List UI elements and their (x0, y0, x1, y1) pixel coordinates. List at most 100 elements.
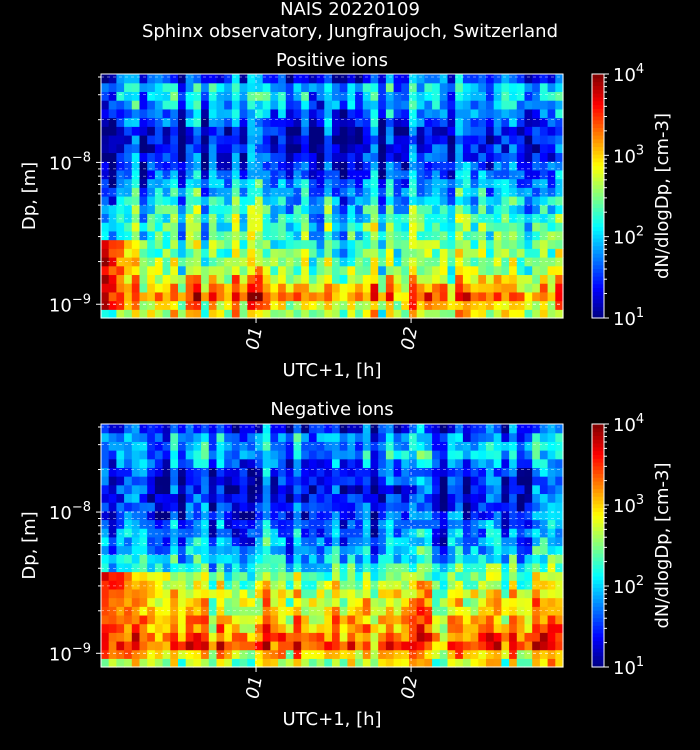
heatmap-cell (247, 91, 256, 101)
heatmap-cell (470, 467, 479, 477)
heatmap-cell (131, 424, 141, 434)
heatmap-cell (293, 213, 302, 223)
heatmap-cell (493, 614, 502, 625)
heatmap-cell (255, 169, 264, 180)
heatmap-cell (447, 580, 456, 590)
heatmap-cell (409, 441, 418, 451)
heatmap-cell (555, 178, 564, 188)
heatmap-cell (547, 222, 556, 232)
heatmap-cell (416, 91, 425, 101)
heatmap-cell (478, 248, 487, 258)
heatmap-cell (370, 649, 379, 659)
heatmap-cell (154, 100, 164, 110)
heatmap-cell (301, 640, 310, 651)
heatmap-cell (185, 562, 194, 573)
heatmap-cell (324, 108, 333, 119)
heatmap-cell (462, 528, 472, 538)
heatmap-cell (516, 300, 526, 310)
heatmap-cell (116, 187, 125, 197)
heatmap-cell (308, 554, 318, 564)
heatmap-cell (455, 265, 464, 276)
heatmap-cell (101, 135, 110, 145)
colorbar-segment (592, 85, 604, 90)
heatmap-cell (547, 432, 556, 442)
heatmap-cell (154, 545, 164, 555)
heatmap-cell (424, 588, 433, 599)
heatmap-cell (401, 117, 410, 127)
heatmap-cell (255, 640, 264, 651)
heatmap-cell (339, 91, 348, 101)
heatmap-cell (393, 476, 402, 486)
heatmap-cell (255, 554, 264, 564)
heatmap-cell (224, 178, 233, 188)
heatmap-cell (432, 117, 441, 127)
heatmap-cell (101, 536, 110, 547)
plot-frame (100, 423, 564, 668)
heatmap-cell (432, 108, 441, 119)
heatmap-cell (455, 441, 464, 451)
heatmap-cell (516, 519, 526, 529)
heatmap-cell (216, 484, 225, 495)
heatmap-cell (432, 257, 441, 267)
heatmap-cell (162, 74, 171, 84)
heatmap-cell (501, 126, 510, 136)
heatmap-cell (493, 91, 502, 101)
colorbar-segment (592, 534, 604, 539)
heatmap-cell (116, 580, 125, 590)
heatmap-cell (293, 248, 302, 258)
heatmap-cell (255, 283, 264, 293)
heatmap-cell (501, 283, 510, 293)
heatmap-cell (416, 467, 425, 477)
heatmap-cell (486, 632, 495, 642)
heatmap-cell (432, 528, 441, 538)
heatmap-cell (432, 265, 441, 276)
colorbar-tick-label: 104 (613, 62, 644, 86)
heatmap-cell (432, 484, 441, 495)
heatmap-cell (509, 300, 518, 310)
colorbar-segment (592, 629, 604, 634)
heatmap-cell (124, 554, 133, 564)
heatmap-cell (231, 257, 241, 267)
heatmap-cell (362, 588, 372, 599)
heatmap-cell (385, 309, 395, 319)
heatmap-cell (347, 554, 356, 564)
heatmap-cell (116, 108, 125, 119)
heatmap-cell (208, 265, 218, 276)
heatmap-cell (178, 265, 187, 276)
heatmap-cell (316, 562, 325, 573)
heatmap-cell (416, 196, 425, 206)
heatmap-cell (370, 152, 379, 162)
heatmap-cell (470, 493, 479, 503)
heatmap-cell (409, 432, 418, 442)
heatmap-cell (247, 536, 256, 547)
heatmap-cell (185, 248, 194, 258)
heatmap-cell (108, 309, 117, 319)
heatmap-cell (201, 187, 210, 197)
heatmap-cell (524, 580, 533, 590)
heatmap-cell (409, 283, 418, 293)
heatmap-cell (501, 441, 510, 451)
heatmap-cell (170, 536, 179, 547)
heatmap-cell (355, 536, 364, 547)
heatmap-cell (262, 545, 271, 555)
heatmap-cell (124, 597, 133, 607)
heatmap-cell (409, 248, 418, 258)
heatmap-cell (370, 196, 379, 206)
heatmap-cell (486, 204, 495, 215)
heatmap-cell (308, 658, 318, 668)
heatmap-cell (347, 571, 356, 581)
heatmap-cell (555, 230, 564, 241)
heatmap-cell (447, 493, 456, 503)
heatmap-cell (108, 484, 117, 495)
heatmap-cell (147, 432, 156, 442)
heatmap-cell (178, 536, 187, 547)
heatmap-cell (239, 283, 248, 293)
heatmap-cell (339, 283, 348, 293)
heatmap-cell (139, 91, 148, 101)
heatmap-cell (516, 450, 526, 460)
heatmap-cell (455, 300, 464, 310)
heatmap-cell (224, 204, 233, 215)
heatmap-cell (439, 265, 449, 276)
heatmap-cell (108, 300, 117, 310)
colorbar-segment (592, 138, 604, 144)
